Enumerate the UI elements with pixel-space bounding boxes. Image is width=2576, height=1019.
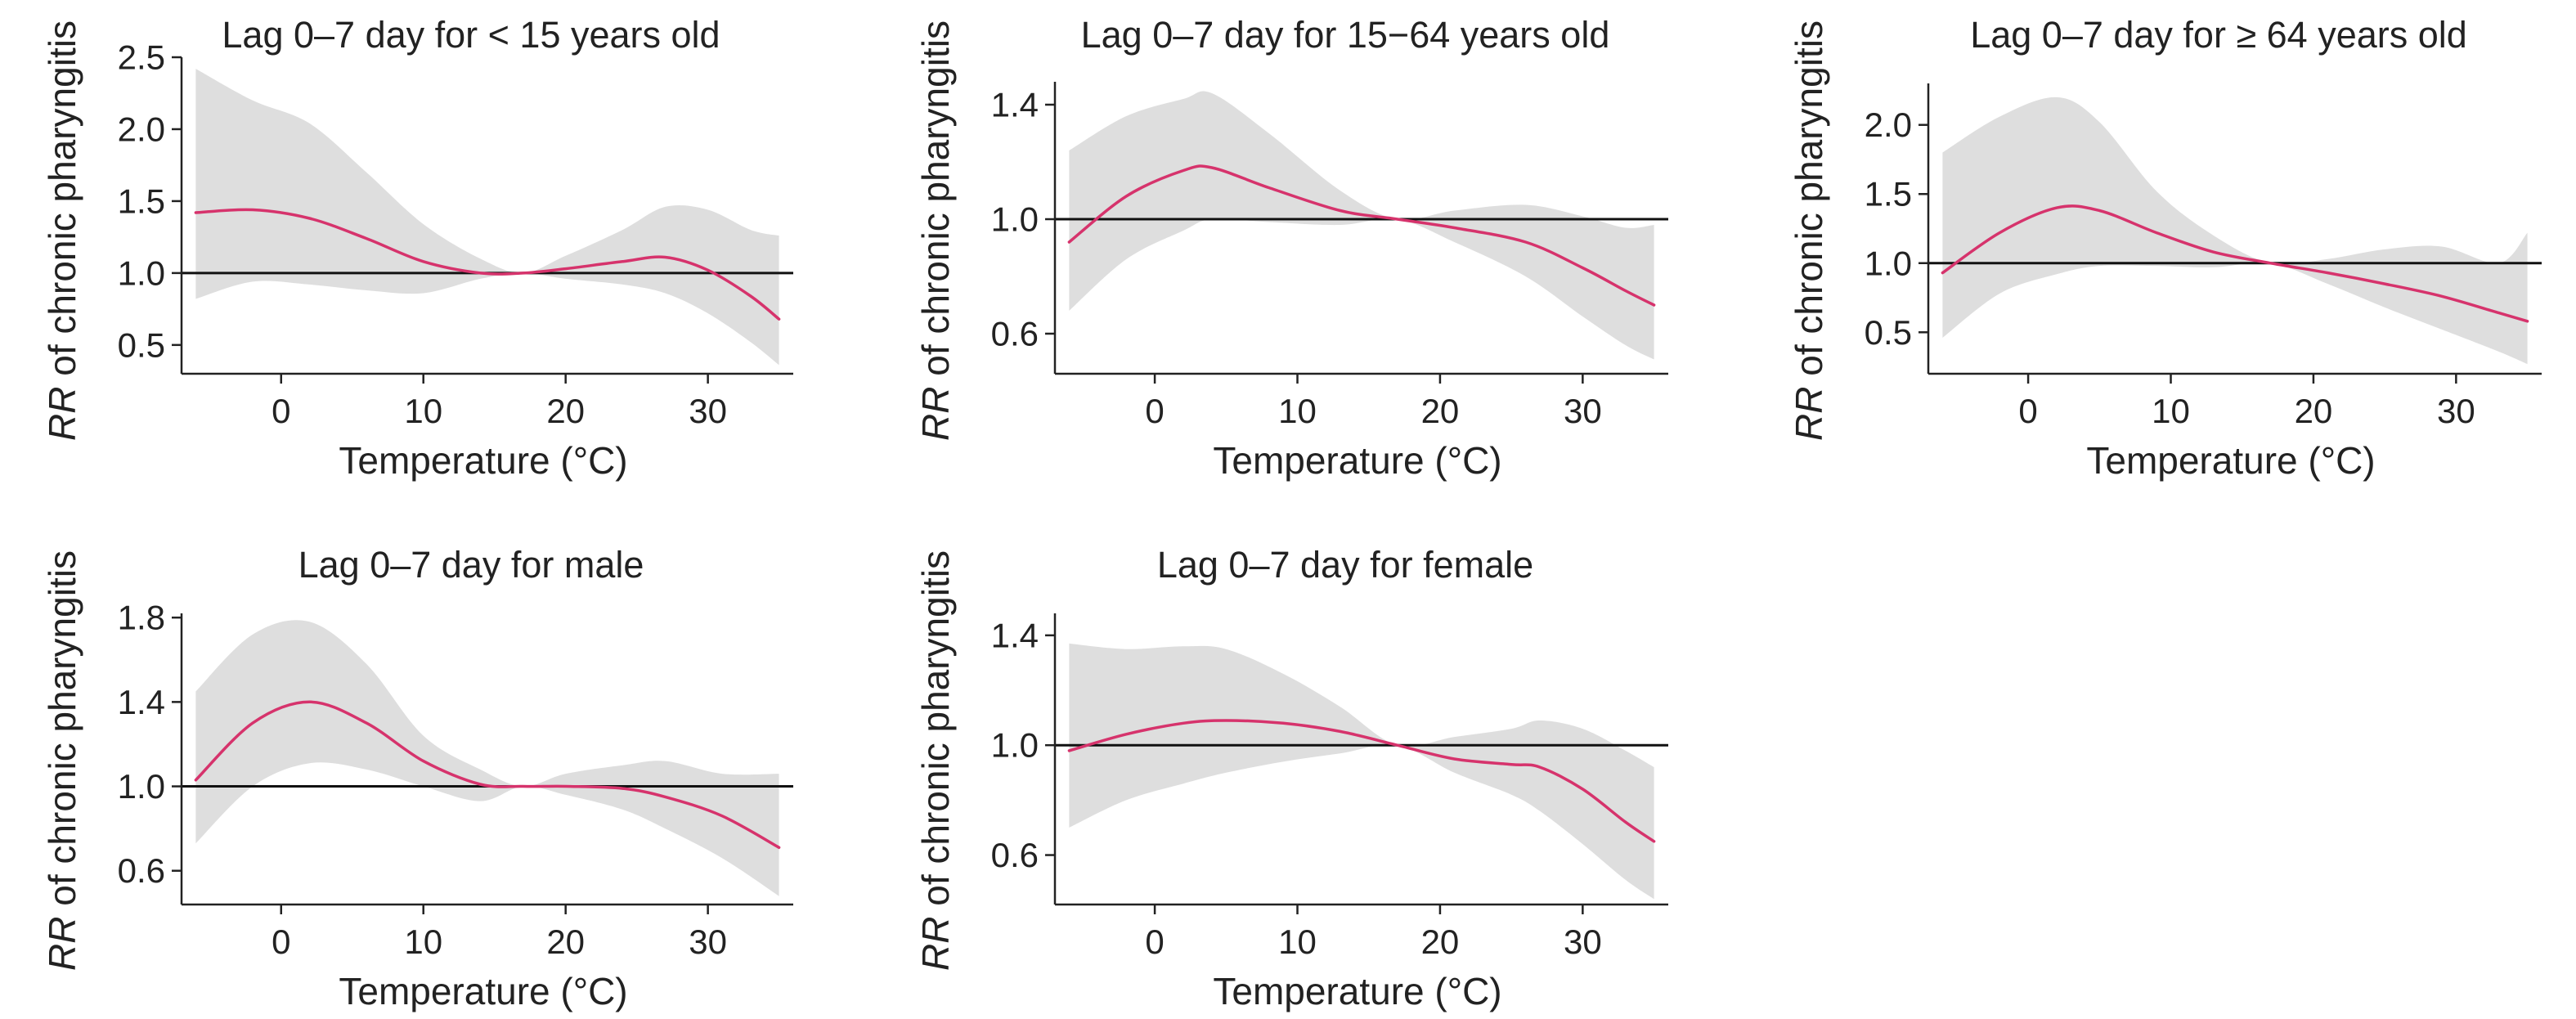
y-axis-label: RR of chronic pharyngitis bbox=[914, 550, 957, 971]
y-axis-label: RR of chronic pharyngitis bbox=[914, 20, 957, 441]
y-tick-label: 2.0 bbox=[1865, 105, 1912, 144]
x-tick-label: 30 bbox=[689, 922, 727, 961]
x-tick-label: 30 bbox=[2437, 392, 2475, 430]
y-axis-label-rest: of chronic pharyngitis bbox=[914, 550, 957, 916]
y-tick-label: 0.5 bbox=[118, 325, 165, 364]
y-axis-label-rest: of chronic pharyngitis bbox=[914, 20, 957, 386]
y-tick-label: 1.0 bbox=[1865, 244, 1912, 282]
y-axis-label-rest: of chronic pharyngitis bbox=[1788, 20, 1830, 386]
confidence-band bbox=[1069, 643, 1654, 900]
confidence-band bbox=[1069, 91, 1654, 360]
y-axis-label-rr: RR bbox=[914, 387, 957, 441]
chart-panel-4: 0.6 1.0 1.4 1.8 0 10 20 30 Lag 0–7 day for male T… bbox=[41, 544, 793, 1012]
y-tick-label: 0.6 bbox=[991, 315, 1039, 353]
y-axis-label-rr: RR bbox=[914, 917, 957, 971]
x-tick-label: 30 bbox=[1564, 922, 1602, 961]
y-tick-label: 1.0 bbox=[118, 254, 165, 292]
x-tick-label: 20 bbox=[1421, 392, 1460, 430]
x-tick-label: 20 bbox=[1421, 922, 1460, 961]
x-tick-label: 10 bbox=[1278, 392, 1317, 430]
chart-panel-2: 0.6 1.0 1.4 0 10 20 30 Lag 0–7 day for 15−64 ye… bbox=[914, 14, 1668, 482]
panel-title: Lag 0–7 day for female bbox=[1157, 544, 1533, 586]
y-tick-label: 0.6 bbox=[118, 851, 165, 890]
y-tick-label: 2.5 bbox=[118, 38, 165, 77]
y-tick-label: 2.0 bbox=[118, 110, 165, 148]
y-tick-label: 1.0 bbox=[991, 200, 1039, 239]
panel-title: Lag 0–7 day for 15−64 years old bbox=[1081, 14, 1610, 56]
panels: 0.5 1.0 1.5 2.0 2.5 0 10 20 30 Lag 0–7 day for < … bbox=[41, 14, 2542, 1012]
rr-curve bbox=[194, 700, 781, 850]
x-tick-label: 10 bbox=[2152, 392, 2190, 430]
x-tick-label: 0 bbox=[1145, 922, 1164, 961]
y-axis-label: RR of chronic pharyngitis bbox=[1788, 20, 1830, 441]
chart-panel-3: 0.5 1.0 1.5 2.0 0 10 20 30 Lag 0–7 day for ≥ 64 … bbox=[1788, 14, 2542, 482]
y-tick-label: 1.0 bbox=[991, 726, 1039, 765]
x-axis-label: Temperature (°C) bbox=[1213, 970, 1501, 1012]
y-axis-label-rr: RR bbox=[41, 387, 83, 441]
panel-title: Lag 0–7 day for ≥ 64 years old bbox=[1970, 14, 2467, 56]
x-axis-label: Temperature (°C) bbox=[2086, 439, 2375, 482]
x-tick-label: 10 bbox=[404, 392, 442, 430]
y-tick-label: 1.4 bbox=[991, 616, 1039, 654]
y-axis-label-rest: of chronic pharyngitis bbox=[41, 20, 83, 386]
x-tick-label: 0 bbox=[272, 392, 290, 430]
x-axis-label: Temperature (°C) bbox=[339, 970, 627, 1012]
y-tick-label: 0.5 bbox=[1865, 313, 1912, 352]
x-tick-label: 0 bbox=[2018, 392, 2037, 430]
y-tick-label: 1.5 bbox=[1865, 175, 1912, 213]
x-tick-label: 10 bbox=[404, 922, 442, 961]
panel-title: Lag 0–7 day for < 15 years old bbox=[222, 14, 720, 56]
confidence-band bbox=[195, 69, 779, 366]
y-tick-label: 1.4 bbox=[118, 683, 165, 721]
rr-curve bbox=[1067, 719, 1656, 843]
y-tick-label: 0.6 bbox=[991, 836, 1039, 874]
x-tick-label: 0 bbox=[272, 922, 290, 961]
x-tick-label: 20 bbox=[2295, 392, 2333, 430]
x-axis-label: Temperature (°C) bbox=[339, 439, 627, 482]
x-tick-label: 20 bbox=[546, 922, 585, 961]
x-axis-label: Temperature (°C) bbox=[1213, 439, 1501, 482]
x-tick-label: 10 bbox=[1278, 922, 1317, 961]
y-axis-label: RR of chronic pharyngitis bbox=[41, 20, 83, 441]
chart-panel-5: 0.6 1.0 1.4 0 10 20 30 Lag 0–7 day for female Te… bbox=[914, 544, 1668, 1012]
confidence-band bbox=[195, 620, 779, 896]
y-tick-label: 1.5 bbox=[118, 182, 165, 220]
x-tick-label: 0 bbox=[1145, 392, 1164, 430]
chart-panel-1: 0.5 1.0 1.5 2.0 2.5 0 10 20 30 Lag 0–7 day for < … bbox=[41, 14, 793, 482]
y-tick-label: 1.4 bbox=[991, 86, 1039, 124]
panel-title: Lag 0–7 day for male bbox=[298, 544, 644, 586]
y-axis-label-rr: RR bbox=[41, 917, 83, 971]
x-tick-label: 30 bbox=[1564, 392, 1602, 430]
y-axis-label-rr: RR bbox=[1788, 387, 1830, 441]
confidence-band bbox=[1942, 97, 2528, 365]
y-tick-label: 1.8 bbox=[118, 599, 165, 637]
y-tick-label: 1.0 bbox=[118, 767, 165, 806]
x-tick-label: 20 bbox=[546, 392, 585, 430]
rr-curve bbox=[1941, 204, 2529, 323]
y-axis-label: RR of chronic pharyngitis bbox=[41, 550, 83, 971]
rr-curve bbox=[1067, 164, 1656, 307]
rr-curve bbox=[194, 208, 781, 321]
x-tick-label: 30 bbox=[689, 392, 727, 430]
y-axis-label-rest: of chronic pharyngitis bbox=[41, 550, 83, 916]
